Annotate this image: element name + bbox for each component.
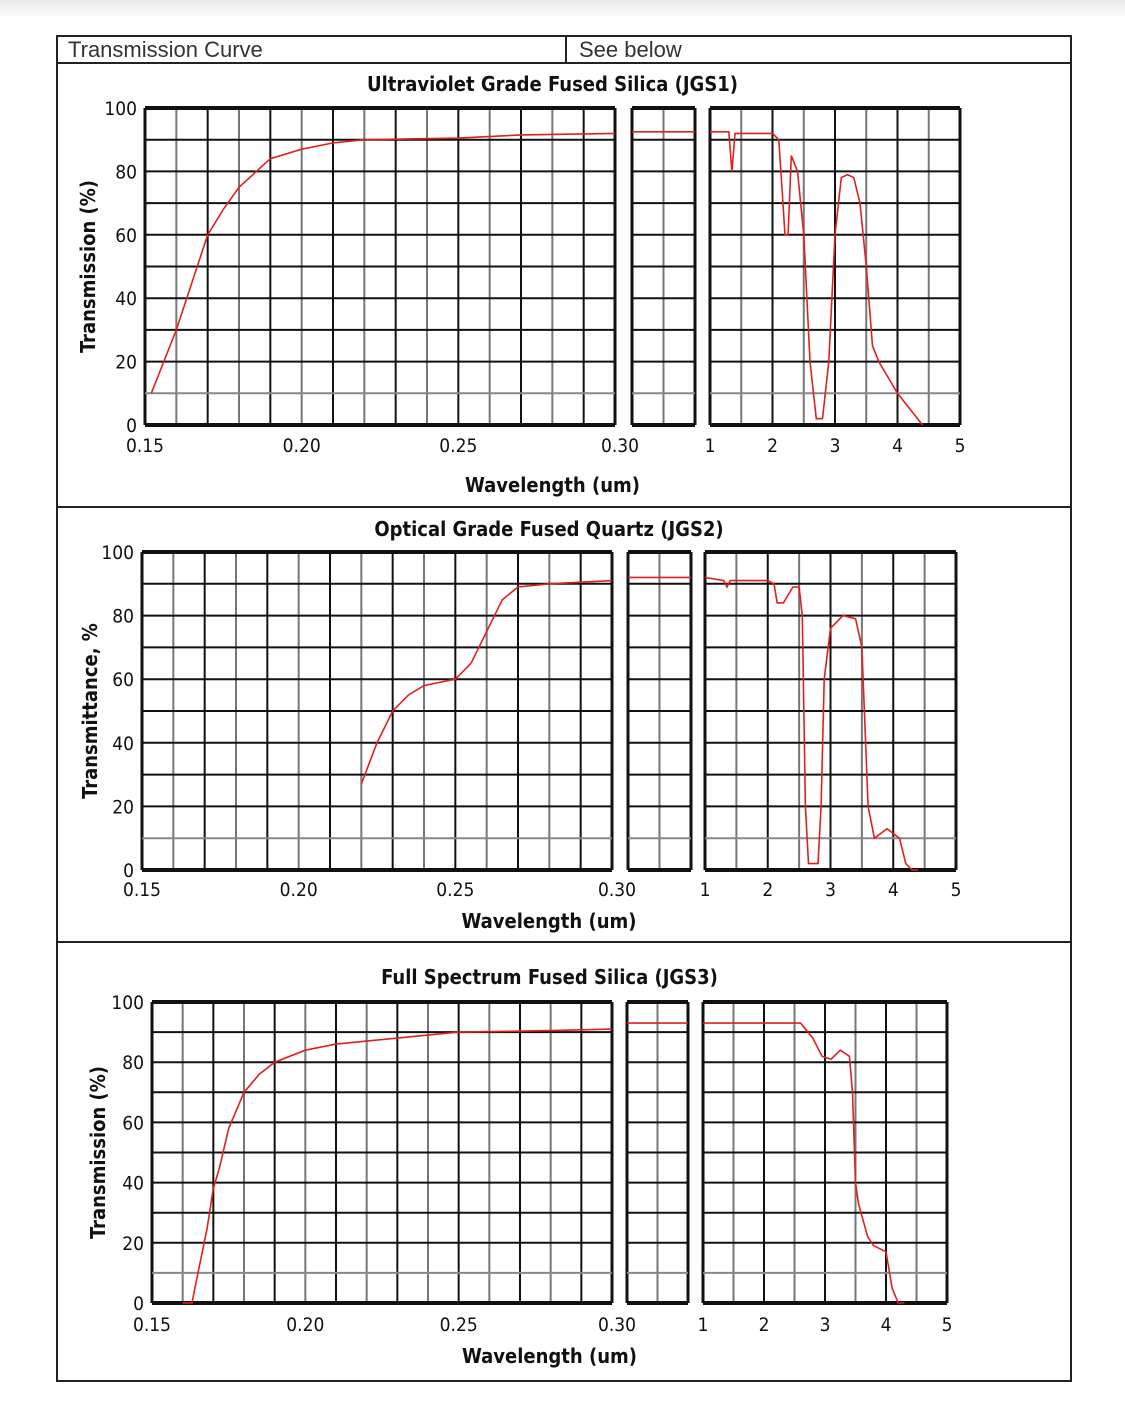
x-axis-label: Wavelength (um) bbox=[462, 909, 637, 933]
x-tick-label: 4 bbox=[888, 879, 899, 901]
y-axis-label: Transmission (%) bbox=[76, 180, 100, 353]
x-tick-label: 0.30 bbox=[598, 1314, 636, 1336]
y-tick-label: 20 bbox=[122, 1233, 144, 1255]
y-tick-label: 100 bbox=[101, 542, 134, 564]
y-tick-label: 80 bbox=[112, 606, 134, 628]
x-tick-label: 5 bbox=[942, 1314, 953, 1336]
x-axis-label: Wavelength (um) bbox=[465, 473, 640, 497]
plot-panel bbox=[625, 1000, 690, 1305]
y-axis-label: Transmittance, % bbox=[78, 623, 102, 799]
y-tick-label: 20 bbox=[115, 352, 137, 374]
x-tick-label: 0.15 bbox=[126, 435, 164, 457]
y-tick-label: 0 bbox=[133, 1293, 144, 1315]
x-tick-label: 5 bbox=[951, 879, 962, 901]
y-tick-label: 80 bbox=[115, 161, 137, 183]
y-tick-label: 60 bbox=[122, 1112, 144, 1134]
y-tick-label: 0 bbox=[123, 860, 134, 882]
x-tick-label: 4 bbox=[881, 1314, 892, 1336]
header-label: Transmission Curve bbox=[68, 37, 263, 62]
x-tick-label: 0.25 bbox=[436, 879, 474, 901]
y-tick-label: 0 bbox=[126, 415, 137, 437]
x-tick-label: 4 bbox=[892, 435, 903, 457]
chart-title: Ultraviolet Grade Fused Silica (JGS1) bbox=[367, 72, 738, 96]
x-tick-label: 0.30 bbox=[601, 435, 639, 457]
chart-title: Full Spectrum Fused Silica (JGS3) bbox=[381, 965, 718, 989]
x-tick-label: 0.15 bbox=[123, 879, 161, 901]
header-value: See below bbox=[579, 37, 682, 62]
y-tick-label: 20 bbox=[112, 796, 134, 818]
x-tick-label: 2 bbox=[767, 435, 778, 457]
y-tick-label: 80 bbox=[122, 1052, 144, 1074]
plot-panel bbox=[150, 1000, 614, 1305]
plot-panel bbox=[143, 106, 617, 427]
y-tick-label: 40 bbox=[115, 288, 137, 310]
x-tick-label: 3 bbox=[820, 1314, 831, 1336]
curve-ir bbox=[704, 576, 919, 871]
curve-ir bbox=[703, 1022, 905, 1304]
y-tick-label: 60 bbox=[115, 225, 137, 247]
x-tick-label: 0.30 bbox=[598, 879, 636, 901]
x-tick-label: 2 bbox=[762, 879, 773, 901]
row-divider bbox=[56, 941, 1072, 943]
x-tick-label: 2 bbox=[759, 1314, 770, 1336]
x-tick-label: 0.15 bbox=[133, 1314, 171, 1336]
curve-uv bbox=[150, 132, 616, 394]
plot-panel bbox=[708, 106, 962, 427]
chart-3: Full Spectrum Fused Silica (JGS3) Wavelen… bbox=[86, 965, 952, 1368]
y-tick-label: 100 bbox=[104, 98, 137, 120]
x-tick-label: 0.25 bbox=[440, 1314, 478, 1336]
chart-2: Optical Grade Fused Quartz (JGS2) Wavelen… bbox=[78, 517, 961, 933]
y-tick-label: 40 bbox=[122, 1173, 144, 1195]
spec-table bbox=[56, 35, 1072, 1382]
plot-panel bbox=[626, 550, 693, 872]
x-tick-label: 1 bbox=[698, 1314, 709, 1336]
curve-ir bbox=[710, 131, 924, 426]
x-tick-label: 5 bbox=[955, 435, 966, 457]
chart-title: Optical Grade Fused Quartz (JGS2) bbox=[374, 517, 723, 541]
x-tick-label: 0.20 bbox=[286, 1314, 324, 1336]
header-divider bbox=[565, 35, 567, 62]
plot-panel bbox=[630, 106, 697, 427]
x-tick-label: 0.25 bbox=[439, 435, 477, 457]
plot-panel bbox=[703, 550, 958, 872]
y-tick-label: 60 bbox=[112, 669, 134, 691]
curve-uv bbox=[360, 579, 613, 785]
x-axis-label: Wavelength (um) bbox=[462, 1344, 637, 1368]
x-tick-label: 0.20 bbox=[283, 435, 321, 457]
y-tick-label: 40 bbox=[112, 733, 134, 755]
x-tick-label: 3 bbox=[830, 435, 841, 457]
table-header-row: Transmission Curve See below bbox=[56, 35, 1072, 64]
top-shadow bbox=[0, 0, 1125, 18]
plot-panel bbox=[140, 550, 614, 872]
x-tick-label: 1 bbox=[700, 879, 711, 901]
y-axis-label: Transmission (%) bbox=[86, 1066, 110, 1239]
curve-uv bbox=[182, 1028, 613, 1304]
plot-panel bbox=[701, 1000, 949, 1305]
row-divider bbox=[56, 506, 1072, 508]
x-tick-label: 3 bbox=[825, 879, 836, 901]
x-tick-label: 1 bbox=[705, 435, 716, 457]
y-tick-label: 100 bbox=[111, 992, 144, 1014]
chart-1: Ultraviolet Grade Fused Silica (JGS1) Wav… bbox=[76, 72, 965, 497]
x-tick-label: 0.20 bbox=[280, 879, 318, 901]
